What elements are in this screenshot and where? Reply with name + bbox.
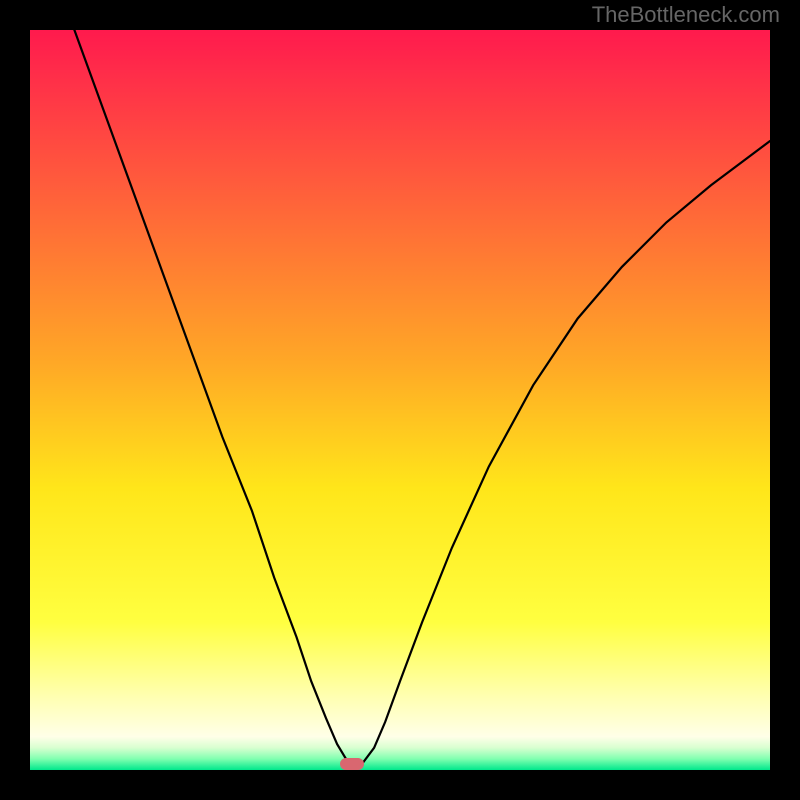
curve-left-branch <box>74 30 348 763</box>
watermark-text: TheBottleneck.com <box>592 2 780 28</box>
chart-container: TheBottleneck.com <box>0 0 800 800</box>
curve-svg <box>0 0 800 800</box>
curve-right-branch <box>363 141 770 763</box>
minimum-marker <box>340 758 364 770</box>
